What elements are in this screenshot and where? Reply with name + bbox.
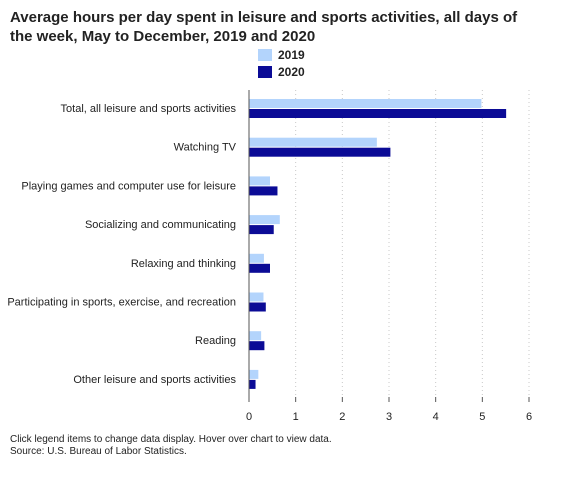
chart-title: Average hours per day spent in leisure a… (10, 9, 518, 45)
legend: 2019 2020 (258, 46, 305, 80)
bar-2019[interactable] (249, 292, 264, 302)
x-tick-label: 3 (386, 411, 392, 423)
bar-2019[interactable] (249, 99, 482, 108)
category-label: Other leisure and sports activities (73, 374, 236, 386)
bar-2020[interactable] (249, 225, 274, 235)
bar-2020[interactable] (249, 186, 278, 196)
x-tick-label: 1 (293, 411, 299, 423)
note-source: Source: U.S. Bureau of Labor Statistics. (10, 446, 187, 457)
x-tick-label: 0 (246, 411, 252, 423)
legend-label-2020: 2020 (278, 64, 305, 79)
bar-2019[interactable] (249, 215, 280, 225)
bar-2019[interactable] (249, 137, 377, 147)
legend-item-2019[interactable]: 2019 (258, 46, 305, 63)
legend-item-2020[interactable]: 2020 (258, 63, 305, 80)
bar-2019[interactable] (249, 176, 270, 186)
bar-2019[interactable] (249, 369, 259, 379)
bar-2020[interactable] (249, 263, 270, 273)
x-tick-label: 6 (526, 411, 532, 423)
bar-2020[interactable] (249, 379, 256, 389)
x-tick-label: 2 (339, 411, 345, 423)
note-instructions: Click legend items to change data displa… (10, 434, 332, 445)
chart-notes: Click legend items to change data displa… (10, 434, 332, 458)
x-tick-label: 4 (433, 411, 439, 423)
category-label: Reading (195, 335, 236, 347)
category-label: Total, all leisure and sports activities (61, 103, 237, 115)
legend-swatch-2019 (258, 48, 272, 61)
bar-2020[interactable] (249, 109, 507, 118)
legend-swatch-2020 (258, 65, 272, 78)
bar-2020[interactable] (249, 302, 266, 312)
bar-chart: Total, all leisure and sports activities… (7, 90, 532, 423)
category-label: Participating in sports, exercise, and r… (7, 297, 236, 309)
category-label: Relaxing and thinking (131, 258, 236, 270)
bar-2020[interactable] (249, 147, 391, 157)
x-tick-label: 5 (479, 411, 485, 423)
bar-2019[interactable] (249, 253, 264, 263)
bar-2020[interactable] (249, 341, 265, 351)
category-label: Watching TV (174, 142, 237, 154)
category-label: Playing games and computer use for leisu… (21, 180, 236, 192)
legend-label-2019: 2019 (278, 47, 305, 62)
category-label: Socializing and communicating (85, 219, 236, 231)
bar-2019[interactable] (249, 331, 262, 341)
